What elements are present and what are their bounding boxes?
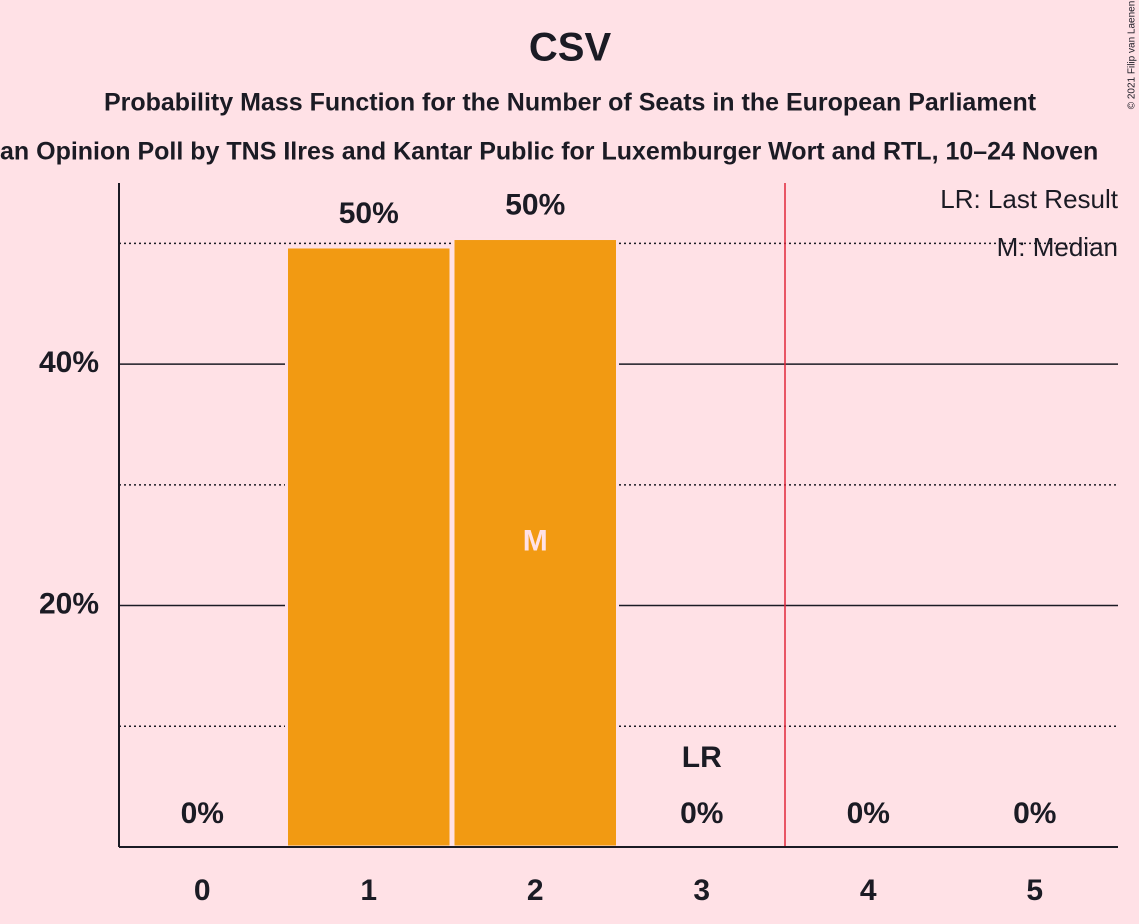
y-tick-label: 20% bbox=[39, 587, 99, 620]
legend-entry: M: Median bbox=[997, 232, 1118, 262]
y-tick-label: 40% bbox=[39, 346, 99, 379]
x-tick-label: 4 bbox=[860, 874, 877, 907]
value-label: 0% bbox=[1013, 797, 1056, 830]
x-tick-label: 3 bbox=[693, 874, 710, 907]
x-tick-label: 0 bbox=[194, 874, 211, 907]
chart-title: CSV bbox=[529, 26, 612, 70]
value-label: 50% bbox=[505, 188, 565, 221]
bar bbox=[451, 237, 619, 849]
x-tick-label: 5 bbox=[1026, 874, 1043, 907]
chart-subtitle: Probability Mass Function for the Number… bbox=[104, 89, 1037, 117]
value-label: 0% bbox=[181, 797, 224, 830]
value-label: 0% bbox=[847, 797, 890, 830]
x-tick-label: 2 bbox=[527, 874, 544, 907]
legend-entry: LR: Last Result bbox=[940, 184, 1119, 214]
median-marker: M bbox=[523, 525, 548, 558]
bar bbox=[285, 245, 453, 849]
chart-caption: an Opinion Poll by TNS Ilres and Kantar … bbox=[0, 138, 1098, 166]
last-result-label: LR bbox=[682, 741, 722, 774]
value-label: 50% bbox=[339, 197, 399, 230]
x-tick-label: 1 bbox=[360, 874, 377, 907]
value-label: 0% bbox=[680, 797, 723, 830]
copyright: © 2021 Filip van Laenen bbox=[1127, 1, 1138, 110]
